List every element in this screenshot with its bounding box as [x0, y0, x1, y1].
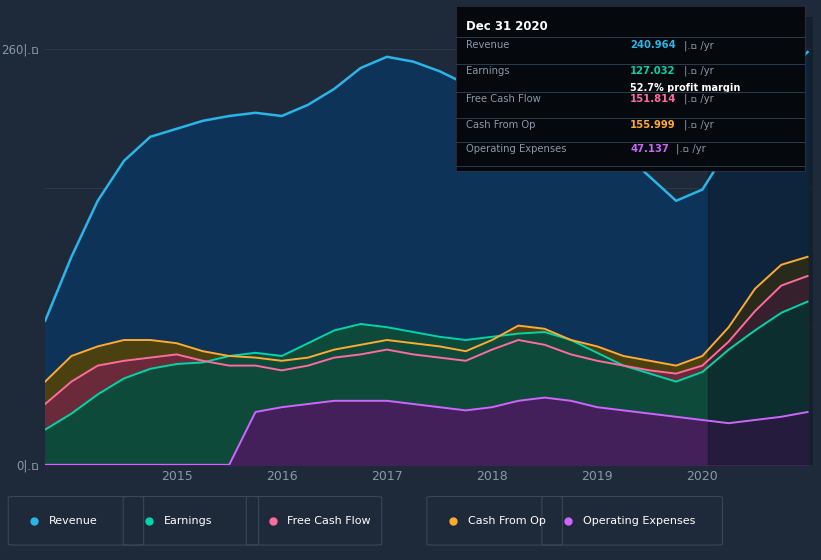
Text: Revenue: Revenue	[49, 516, 98, 526]
Text: 240.964: 240.964	[631, 40, 676, 50]
Text: Cash From Op: Cash From Op	[466, 120, 535, 129]
Text: Free Cash Flow: Free Cash Flow	[466, 94, 541, 104]
Text: |.ם /yr: |.ם /yr	[684, 94, 713, 105]
Text: |.ם /yr: |.ם /yr	[684, 66, 713, 76]
Text: Operating Expenses: Operating Expenses	[466, 143, 566, 153]
Text: |.ם /yr: |.ם /yr	[684, 40, 713, 51]
Text: Earnings: Earnings	[466, 66, 510, 76]
Bar	[708, 17, 818, 465]
Text: Dec 31 2020: Dec 31 2020	[466, 21, 548, 34]
Text: 155.999: 155.999	[631, 120, 676, 129]
Text: 151.814: 151.814	[631, 94, 677, 104]
Text: 47.137: 47.137	[631, 143, 669, 153]
Text: |.ם /yr: |.ם /yr	[677, 143, 706, 154]
Text: 127.032: 127.032	[631, 66, 676, 76]
Text: Operating Expenses: Operating Expenses	[583, 516, 695, 526]
Text: Earnings: Earnings	[164, 516, 213, 526]
Text: Cash From Op: Cash From Op	[468, 516, 546, 526]
Text: Revenue: Revenue	[466, 40, 510, 50]
Text: Free Cash Flow: Free Cash Flow	[287, 516, 371, 526]
Text: 52.7% profit margin: 52.7% profit margin	[631, 83, 741, 94]
Text: |.ם /yr: |.ם /yr	[684, 120, 713, 130]
